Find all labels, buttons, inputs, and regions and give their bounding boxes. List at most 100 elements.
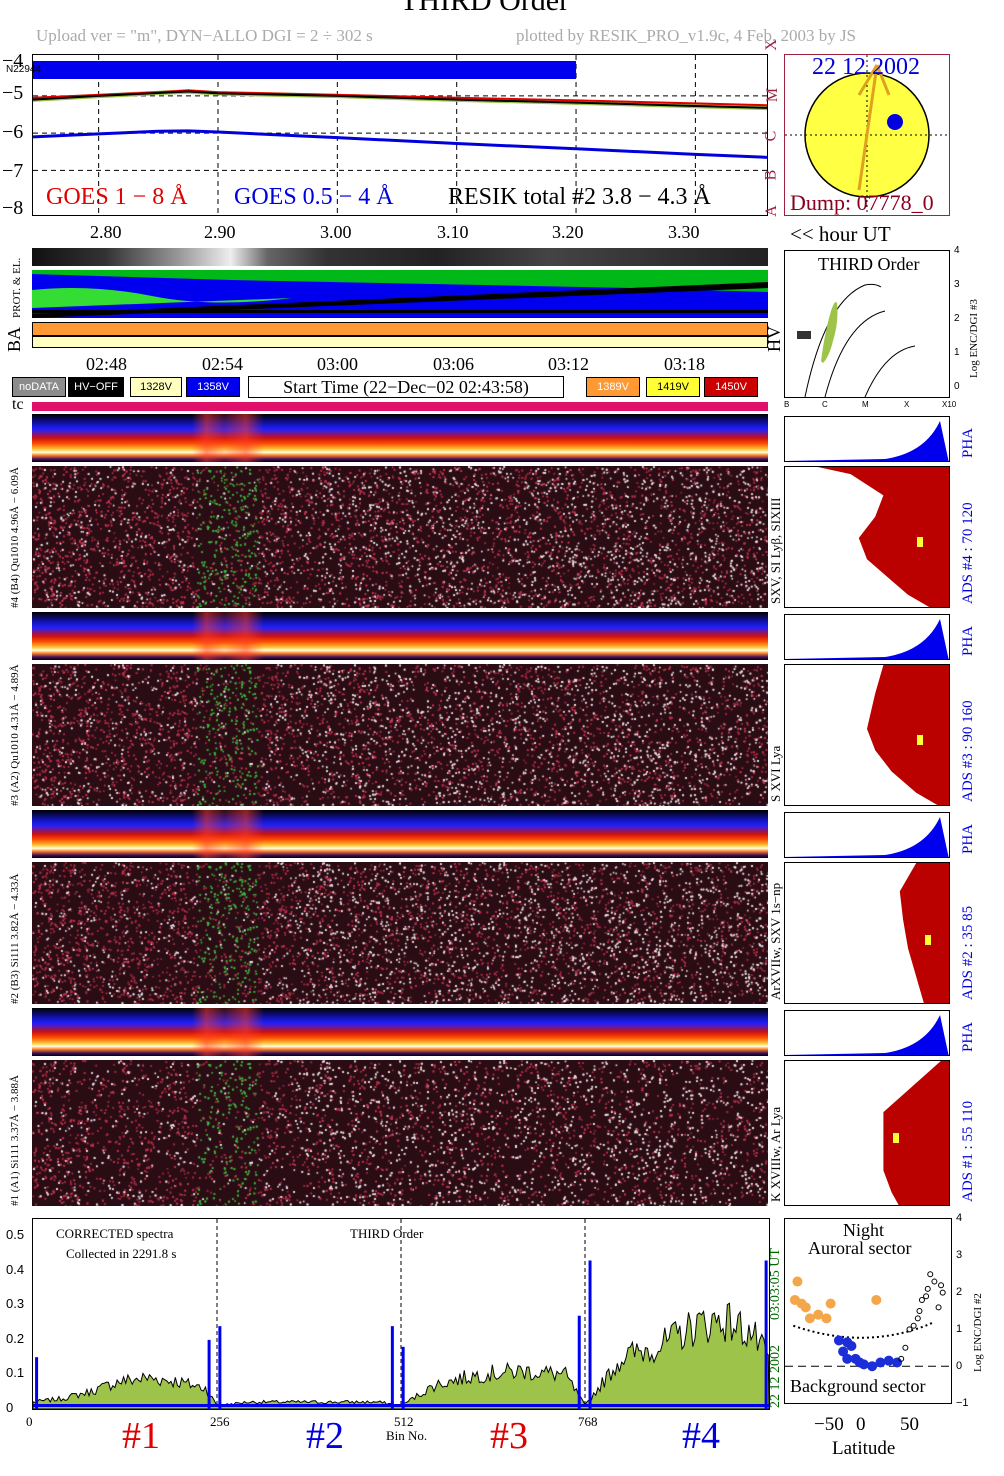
line-id-label: ArXVIIw, SXV 1s−np: [768, 882, 783, 1000]
line-id-label: SXV, SI Lyβ, SIXIII: [768, 497, 783, 604]
enc-ytick: 4: [954, 245, 960, 256]
latitude-point: [939, 1289, 946, 1296]
latitude-point: [875, 1357, 886, 1368]
latitude-point: [923, 1293, 930, 1300]
sun-orbit-line-3: [857, 64, 879, 96]
latitude-xtick: 0: [856, 1414, 866, 1435]
channel-spectrum: [32, 1060, 768, 1206]
hour-unit-label: << hour UT: [790, 222, 891, 246]
spectrum-date: 22 12 2002: [768, 1345, 783, 1408]
channel-left-label: #1 (A1) Si111 3.37Å − 3.88Å: [9, 1075, 21, 1206]
sun-dump: Dump: 07778_0: [790, 190, 934, 215]
spectrum-xlabel: Bin No.: [386, 1428, 428, 1443]
resik-line: [33, 90, 767, 109]
latitude-ytick: 4: [956, 1212, 963, 1224]
goes-blue-band: [33, 61, 577, 79]
spectrum-time: 03:03:05 UT: [768, 1248, 783, 1320]
hour-tick: 2.90: [204, 222, 236, 242]
goes-ytick: −7: [2, 160, 24, 182]
spectrum-plot: [33, 1219, 769, 1409]
sun-date: 22 12 2002: [812, 54, 920, 80]
page-title: THIRD Order: [400, 0, 570, 17]
enc-xtick: X10: [942, 400, 957, 409]
tc-label: tc: [12, 396, 24, 413]
enc-ytick: 2: [954, 313, 960, 324]
sun-spot: [887, 114, 903, 130]
flare-band: [192, 810, 264, 858]
plotted-by: plotted by RESIK_PRO_v1.9c, 4 Feb. 2003 …: [516, 26, 857, 45]
spectrum-ytick: 0.1: [6, 1365, 25, 1381]
spectrum-xtick: 0: [26, 1414, 33, 1429]
hour-tick: 2.80: [90, 222, 122, 242]
goes-ytick: −5: [2, 82, 24, 104]
channel-number-2: #2: [306, 1415, 344, 1457]
resik-legend: RESIK total #2 3.8 − 4.3 Å: [448, 184, 711, 210]
channel-noise: [32, 1060, 768, 1206]
spectrum-order-label: THIRD Order: [350, 1226, 424, 1241]
pha-label: PHA: [960, 1021, 976, 1052]
time-tick: 02:48: [86, 354, 128, 374]
latitude-point: [858, 1359, 869, 1370]
goes-ytick: −6: [2, 121, 24, 143]
enc-ytick: 1: [954, 347, 960, 358]
latitude-point: [898, 1355, 905, 1362]
ads-histogram: [867, 665, 949, 805]
latitude-plot: [785, 1271, 951, 1372]
legend-1328v: 1328V: [130, 377, 182, 397]
latitude-ytick: 1: [956, 1323, 963, 1335]
enc-panel: [784, 250, 950, 398]
start-time-box: Start Time (22−Dec−02 02:43:58): [248, 376, 564, 398]
tc-bar: [32, 402, 768, 411]
spectrum-xtick: 512: [394, 1414, 414, 1429]
latitude-xtick: 50: [900, 1414, 919, 1435]
pha-label: PHA: [960, 823, 976, 854]
sun-orbit-line-2: [875, 64, 891, 96]
enc-xtick: C: [822, 400, 828, 409]
latitude-point: [910, 1322, 917, 1329]
latitude-point: [821, 1313, 832, 1324]
time-tick: 03:18: [664, 354, 706, 374]
channel-strip: [32, 612, 768, 660]
legend-1358v: 1358V: [186, 377, 240, 397]
enc-xtick: B: [784, 400, 790, 409]
hour-tick: 3.10: [437, 222, 469, 242]
legend-1450v: 1450V: [704, 377, 758, 397]
enc-xtick: X: [904, 400, 910, 409]
latitude-point: [825, 1298, 836, 1309]
enc-ytick: 0: [954, 381, 960, 392]
latitude-point: [804, 1313, 815, 1324]
channel-strip: [32, 810, 768, 858]
latitude-xtick: −50: [814, 1414, 844, 1435]
latitude-point: [902, 1344, 909, 1351]
time-tick: 02:54: [202, 354, 244, 374]
ba-orange-bar: [32, 322, 768, 336]
spectrum-ytick: 0.2: [6, 1330, 25, 1346]
latitude-point: [927, 1271, 934, 1278]
pha-panel: [784, 614, 950, 660]
sun-plot: [785, 55, 949, 215]
spectrum-ytick: 0.5: [6, 1227, 25, 1243]
latitude-point: [931, 1278, 938, 1285]
channel-number-3: #3: [490, 1415, 528, 1457]
channel-spectrum: [32, 664, 768, 806]
flare-band: [192, 414, 264, 462]
latitude-point: [918, 1296, 925, 1303]
ba-cream-bar: [32, 336, 768, 348]
spectrum-collected-label: Collected in 2291.8 s: [66, 1246, 177, 1261]
channel-noise: [32, 862, 768, 1004]
enc-ytick: 3: [954, 279, 960, 290]
latitude-point: [916, 1308, 923, 1314]
ads-histogram: [883, 1061, 949, 1205]
latitude-ytick: −1: [956, 1397, 969, 1409]
flare-band: [192, 612, 264, 660]
goes-class-label: M: [764, 87, 782, 103]
latitude-point: [924, 1285, 931, 1292]
goes-plot: [33, 55, 767, 215]
channel-left-label: #3 (A2) Qu1010 4.31Å − 4.89Å: [9, 664, 21, 806]
ads-panel: [784, 466, 950, 608]
resik-fill: [33, 89, 767, 111]
latitude-point: [906, 1326, 913, 1333]
channel-number-4: #4: [682, 1415, 720, 1457]
ads-label: ADS #4 : 70 120: [960, 502, 976, 604]
pha-histogram: [785, 619, 949, 659]
